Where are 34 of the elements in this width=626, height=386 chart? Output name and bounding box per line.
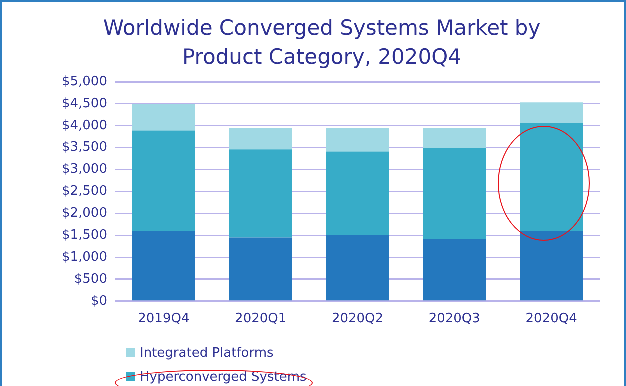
- bar: [132, 231, 196, 301]
- bar: [520, 102, 584, 124]
- bar: [520, 123, 584, 232]
- y-tick-label: $4,500: [62, 96, 108, 112]
- y-tick-label: $500: [74, 272, 108, 287]
- bar: [423, 128, 486, 148]
- bar: [326, 152, 390, 236]
- bar: [423, 239, 486, 301]
- y-tick-label: $1,000: [62, 250, 108, 265]
- legend-label: Hyperconverged Systems: [139, 369, 307, 386]
- y-tick-label: $4,000: [62, 118, 108, 134]
- y-tick-label: $5,000: [62, 74, 108, 90]
- bar: [326, 235, 390, 301]
- y-tick-label: $1,500: [62, 228, 108, 243]
- x-tick-label: 2020Q1: [235, 312, 287, 327]
- y-tick-label: $3,500: [62, 140, 108, 156]
- x-tick-label: 2019Q4: [138, 312, 190, 327]
- bar: [423, 148, 486, 240]
- y-tick-label: $2,000: [62, 206, 108, 222]
- legend-label: Integrated Platforms: [139, 345, 275, 363]
- bar: [132, 130, 196, 232]
- bar: [229, 150, 292, 238]
- x-tick-label: 2020Q2: [332, 312, 384, 327]
- bar: [520, 231, 584, 301]
- bar: [132, 104, 196, 131]
- chart-title: Worldwide Converged Systems Market by Product Category, 2020Q4: [102, 15, 542, 71]
- x-tick-label: 2020Q4: [526, 312, 578, 327]
- bar: [229, 238, 292, 301]
- x-tick-label: 2020Q3: [428, 312, 480, 327]
- bar: [326, 128, 390, 152]
- y-tick-label: $0: [90, 294, 108, 309]
- y-tick-label: $3,000: [62, 162, 108, 178]
- y-tick-label: $2,500: [62, 184, 108, 200]
- bar: [229, 128, 292, 150]
